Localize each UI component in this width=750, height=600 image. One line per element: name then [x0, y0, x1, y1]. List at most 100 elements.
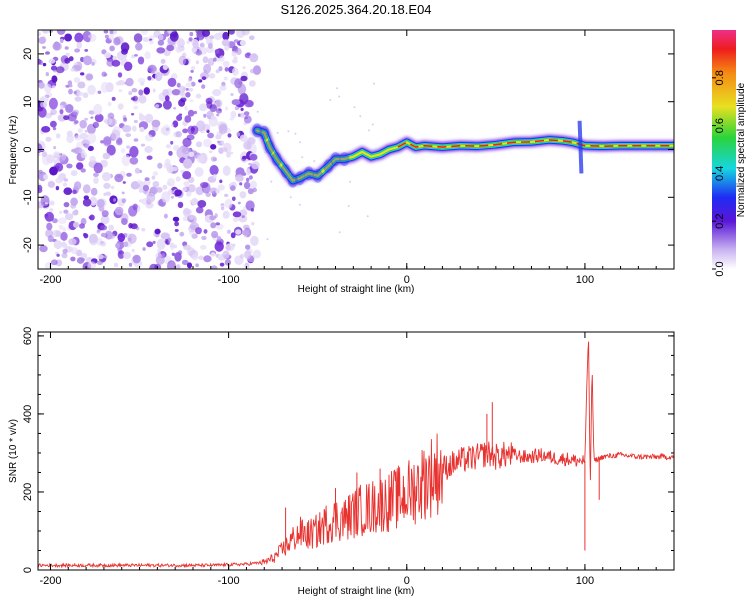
noise-speckle: [110, 185, 115, 190]
noise-speckle: [218, 108, 222, 112]
noise-speckle: [135, 42, 143, 51]
colorbar-tick-label: 0.2: [714, 214, 726, 229]
noise-speckle: [184, 105, 188, 111]
noise-speckle: [76, 162, 84, 170]
noise-speckle: [80, 252, 88, 259]
noise-speckle: [338, 231, 341, 234]
noise-speckle: [178, 55, 187, 66]
spectrogram-x-axis-label: Height of straight line (km): [298, 284, 415, 295]
noise-speckle: [66, 134, 74, 144]
noise-speckle: [138, 186, 144, 193]
noise-speckle: [62, 248, 68, 254]
snr-line: [38, 341, 674, 569]
noise-speckle: [144, 113, 154, 123]
noise-speckle: [83, 55, 92, 66]
noise-speckle: [211, 265, 218, 269]
noise-speckle: [187, 77, 192, 82]
noise-speckle: [225, 245, 231, 251]
noise-speckle: [239, 40, 246, 46]
noise-speckle: [175, 264, 181, 269]
noise-speckle: [72, 189, 77, 195]
noise-speckle: [40, 95, 49, 103]
noise-speckle: [222, 165, 231, 176]
noise-speckle: [100, 232, 107, 238]
noise-speckle: [347, 205, 350, 207]
y-tick-label: 20: [22, 48, 34, 60]
noise-speckle: [59, 210, 63, 214]
noise-speckle: [49, 166, 58, 176]
noise-speckle: [242, 66, 246, 70]
noise-speckle: [232, 211, 242, 218]
noise-speckle: [173, 107, 177, 110]
noise-speckle: [63, 202, 70, 208]
noise-speckle: [222, 31, 230, 41]
noise-speckle: [349, 180, 352, 183]
noise-speckle: [139, 126, 145, 133]
noise-speckle: [172, 120, 179, 128]
noise-speckle: [118, 251, 123, 255]
y-tick-label: 200: [22, 483, 34, 501]
noise-speckle: [103, 192, 107, 196]
noise-speckle: [68, 238, 77, 246]
noise-speckle: [64, 213, 74, 221]
noise-speckle: [50, 120, 57, 128]
noise-speckle: [156, 47, 166, 54]
noise-speckle: [70, 256, 76, 262]
noise-speckle: [212, 89, 222, 97]
noise-speckle: [73, 77, 81, 83]
noise-speckle: [70, 111, 78, 118]
noise-speckle: [55, 230, 61, 237]
noise-speckle: [219, 55, 225, 62]
noise-speckle: [142, 247, 146, 251]
noise-speckle: [103, 182, 111, 189]
noise-speckle: [224, 259, 232, 266]
noise-speckle: [45, 136, 52, 142]
noise-speckle: [133, 105, 139, 110]
noise-speckle: [188, 214, 195, 220]
noise-speckle: [84, 49, 89, 52]
noise-speckle: [50, 112, 54, 116]
noise-speckle: [39, 245, 48, 253]
noise-speckle: [186, 191, 192, 197]
noise-speckle: [52, 127, 57, 131]
noise-speckle: [60, 38, 64, 43]
noise-speckle: [152, 240, 156, 244]
noise-speckle: [156, 187, 163, 193]
noise-speckle: [69, 84, 73, 88]
noise-speckle: [183, 158, 193, 169]
x-tick-label: -100: [218, 575, 240, 587]
noise-speckle: [41, 126, 51, 133]
noise-speckle: [212, 157, 217, 162]
noise-speckle: [200, 182, 209, 188]
noise-speckle: [89, 155, 96, 163]
noise-speckle: [131, 88, 138, 93]
noise-speckle: [124, 81, 128, 85]
noise-speckle: [61, 252, 68, 259]
noise-speckle: [176, 82, 181, 88]
noise-speckle: [121, 48, 128, 55]
noise-speckle: [117, 233, 126, 242]
snr-frame: [37, 331, 675, 571]
spectrogram-y-axis-label: Frequency (Hz): [8, 116, 19, 185]
noise-speckle: [63, 209, 69, 214]
noise-speckle: [54, 151, 62, 158]
noise-speckle: [41, 151, 48, 158]
noise-speckle: [151, 119, 161, 128]
noise-speckle: [40, 101, 48, 109]
noise-speckle: [366, 215, 369, 218]
noise-speckle: [276, 131, 279, 134]
noise-speckle: [157, 199, 164, 206]
noise-speckle: [227, 229, 231, 234]
noise-speckle: [235, 229, 242, 235]
noise-speckle: [168, 150, 173, 156]
noise-speckle: [125, 133, 132, 138]
noise-speckle: [82, 92, 89, 99]
noise-speckle: [294, 132, 297, 135]
noise-speckle: [44, 211, 55, 222]
noise-speckle: [205, 192, 211, 197]
noise-speckle: [74, 48, 80, 53]
ridge-blob: [330, 152, 341, 167]
noise-speckle: [85, 37, 91, 43]
noise-speckle: [87, 145, 94, 152]
noise-speckle: [146, 192, 156, 203]
